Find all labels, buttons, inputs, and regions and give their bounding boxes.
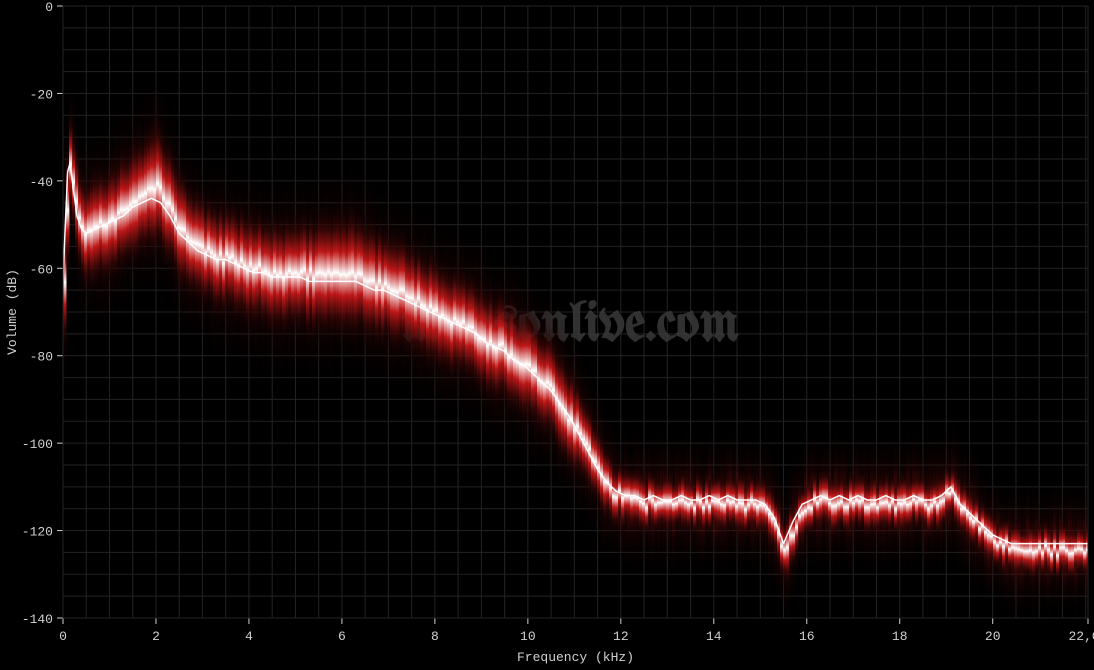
x-tick-label: 8 [431,629,439,644]
y-tick-label: -20 [30,87,53,102]
y-tick-label: -100 [22,437,53,452]
y-axis-label: Volume (dB) [5,269,20,355]
x-tick-label: 0 [59,629,67,644]
y-tick-label: -120 [22,525,53,540]
x-tick-label: 14 [706,629,722,644]
x-tick-label: 12 [613,629,629,644]
y-tick-label: -140 [22,612,53,627]
x-tick-label: 2 [152,629,160,644]
y-tick-label: -60 [30,262,53,277]
x-tick-label: 10 [520,629,536,644]
y-tick-label: 0 [45,0,53,15]
x-tick-label: 6 [338,629,346,644]
y-tick-label: -40 [30,175,53,190]
x-axis-label: Frequency (kHz) [517,650,634,665]
spectrum-svg: mansonlive.com0246810121416182022,050-20… [0,0,1094,670]
y-tick-label: -80 [30,350,53,365]
x-tick-label: 4 [245,629,253,644]
x-tick-label: 16 [799,629,815,644]
x-tick-label: 22,05 [1068,629,1094,644]
frequency-spectrum-chart: mansonlive.com0246810121416182022,050-20… [0,0,1094,670]
x-tick-label: 20 [985,629,1001,644]
x-tick-label: 18 [892,629,908,644]
